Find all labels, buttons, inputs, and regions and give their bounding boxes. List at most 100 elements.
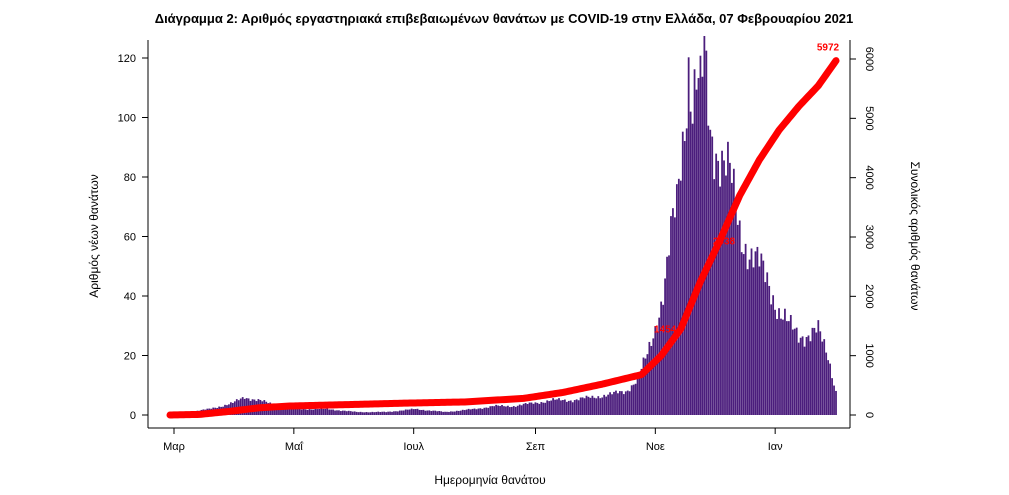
bar: [424, 410, 427, 415]
bar: [662, 304, 664, 415]
bar: [383, 411, 386, 415]
bar: [395, 411, 397, 415]
bar: [326, 408, 329, 415]
bar: [471, 408, 474, 415]
bar: [406, 409, 409, 415]
bar: [589, 397, 592, 415]
bar: [477, 408, 480, 415]
bar: [801, 336, 804, 415]
bar: [328, 409, 331, 415]
bar: [385, 412, 387, 415]
bar: [453, 411, 456, 415]
bar: [787, 321, 790, 415]
bar: [505, 406, 507, 415]
bar: [744, 243, 747, 415]
plot-area: 5972 2938 1454: [166, 36, 840, 419]
bar: [642, 357, 645, 415]
bar: [528, 402, 531, 415]
bar: [693, 69, 696, 416]
bar: [342, 410, 344, 415]
bar: [780, 318, 782, 415]
bar: [601, 397, 604, 415]
bar: [595, 398, 598, 415]
bar: [583, 398, 586, 415]
bar: [302, 408, 305, 415]
bar: [666, 256, 668, 415]
bar: [387, 411, 389, 415]
bar: [823, 339, 826, 415]
bar: [290, 407, 293, 415]
bar: [338, 410, 340, 415]
bar: [459, 410, 462, 415]
bar: [334, 410, 336, 415]
bar: [575, 399, 578, 415]
bar: [241, 397, 244, 415]
bar: [430, 411, 433, 415]
bar: [332, 409, 334, 415]
bar: [493, 406, 496, 415]
bar: [746, 269, 749, 415]
bar: [473, 408, 476, 415]
y2-tick-label: 2000: [863, 284, 875, 308]
bar: [416, 408, 419, 415]
bar: [632, 384, 635, 415]
bar: [548, 401, 551, 415]
bar: [444, 411, 446, 415]
cumulative-label: 2938: [713, 237, 736, 248]
bar: [448, 411, 450, 415]
bar: [768, 285, 771, 415]
y2-tick-label: 4000: [863, 165, 875, 189]
bar: [536, 402, 539, 415]
bar: [752, 267, 755, 415]
bar: [565, 401, 568, 415]
cumulative-label: 5972: [817, 43, 840, 54]
bar: [285, 407, 287, 415]
bar: [312, 409, 315, 415]
axes: 0 20 40 60 80 100 120 0 1000 2000 3000 4000 5000 6000…: [118, 40, 875, 453]
bar: [723, 160, 725, 415]
bar: [579, 397, 582, 415]
bar: [436, 411, 439, 415]
bar: [450, 411, 452, 415]
bar: [776, 318, 778, 415]
bar: [320, 408, 323, 415]
bar: [730, 182, 733, 415]
bar: [534, 402, 537, 415]
bar: [538, 403, 541, 415]
bar: [379, 412, 382, 415]
bar: [691, 123, 694, 415]
bar: [809, 341, 812, 415]
bar: [689, 111, 692, 415]
bar: [717, 160, 720, 415]
bar: [552, 398, 554, 415]
bar: [585, 395, 588, 415]
y2-axis-label: Συνολικός αριθμός θανάτων: [908, 161, 922, 310]
bar: [786, 321, 788, 415]
bar: [609, 392, 611, 415]
bar: [766, 272, 769, 415]
bar: [734, 207, 737, 415]
bar: [530, 402, 533, 415]
bar: [736, 224, 739, 415]
bar: [554, 399, 556, 415]
bar: [402, 410, 405, 415]
bar: [507, 405, 509, 415]
bar: [479, 408, 482, 415]
x-axis-label: Ημερομηνία θανάτου: [434, 473, 545, 487]
bar: [363, 412, 366, 415]
bar: [729, 162, 731, 415]
bar: [626, 390, 629, 415]
bar: [813, 327, 816, 415]
bar: [369, 412, 372, 415]
bar: [438, 411, 441, 415]
bar: [648, 341, 651, 415]
bar: [279, 407, 281, 415]
bar: [465, 409, 468, 415]
bar: [829, 363, 831, 415]
bar: [283, 407, 285, 415]
bar: [799, 337, 802, 415]
bar: [803, 346, 806, 415]
bar: [636, 376, 639, 415]
bar: [442, 411, 444, 415]
y2-tick-label: 0: [863, 412, 875, 418]
